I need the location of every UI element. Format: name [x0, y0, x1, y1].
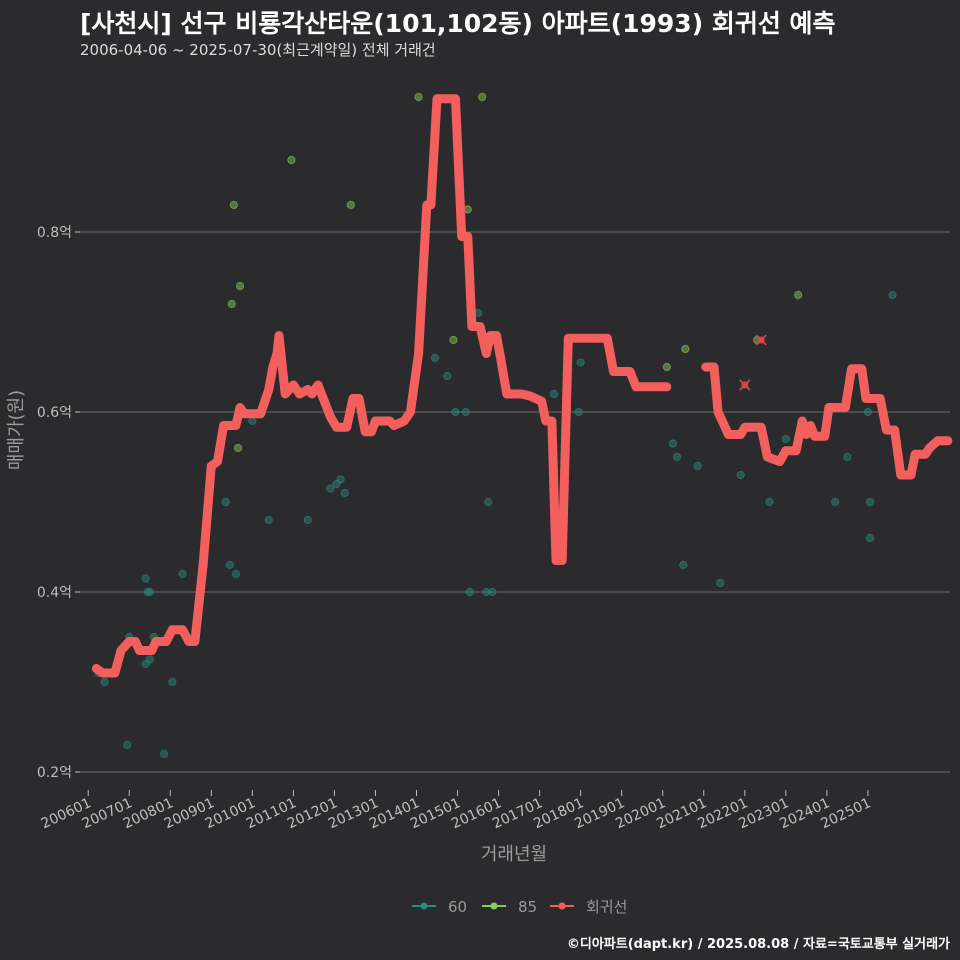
data-point-60	[231, 569, 241, 579]
data-point-60	[843, 452, 852, 462]
data-point-60	[865, 533, 875, 543]
data-point-60	[178, 569, 187, 579]
data-point-60	[679, 560, 688, 570]
outlier-x-mark	[755, 334, 767, 346]
data-point-60	[336, 475, 345, 484]
outlier-x-mark	[739, 379, 751, 391]
y-axis-title: 매매가(원)	[6, 390, 27, 470]
data-point-60	[100, 677, 109, 687]
data-point-60	[465, 587, 474, 597]
data-point-60	[482, 587, 491, 597]
data-point-85	[229, 200, 238, 210]
data-point-60	[303, 515, 312, 525]
data-point-60	[451, 407, 460, 417]
data-point-85	[235, 281, 245, 291]
data-point-60	[830, 497, 840, 507]
legend: 60 85 회귀선	[412, 898, 627, 916]
data-point-85	[449, 335, 458, 345]
chart-subtitle: 2006-04-06 ~ 2025-07-30(최근계약일) 전체 거래건	[80, 41, 436, 59]
data-point-60	[443, 371, 452, 381]
data-point-60	[461, 407, 470, 417]
data-point-60	[693, 461, 702, 471]
data-point-85	[346, 200, 355, 210]
x-axis-ticks: 2006012007012008012009012010012011012012…	[39, 790, 874, 832]
data-point-85	[287, 155, 296, 165]
y-axis-ticks: 0.2억 0.4억 0.6억 0.8억	[37, 225, 80, 781]
data-point-60	[326, 484, 335, 493]
data-point-60	[576, 358, 585, 367]
data-point-60	[145, 655, 154, 664]
data-point-60	[221, 497, 230, 507]
data-point-60	[765, 497, 774, 507]
data-point-85	[233, 443, 243, 453]
data-point-60	[488, 587, 497, 597]
y-tick-label: 0.4억	[37, 585, 72, 601]
data-point-60	[716, 578, 725, 588]
data-point-60	[123, 740, 132, 750]
data-point-60	[574, 407, 583, 417]
data-point-60	[668, 439, 678, 448]
regression-line-path	[91, 94, 672, 678]
data-point-60	[160, 749, 169, 759]
legend-label: 85	[518, 898, 537, 916]
data-points	[94, 92, 897, 759]
legend-swatch-dot	[490, 902, 498, 910]
data-point-85	[414, 92, 423, 102]
outlier-markers	[739, 334, 767, 391]
regression-line-path	[701, 362, 953, 480]
data-point-60	[225, 560, 234, 570]
data-point-60	[340, 488, 349, 498]
data-point-60	[141, 574, 150, 583]
data-point-60	[264, 515, 273, 525]
grid-layer	[80, 231, 950, 773]
data-point-60	[865, 497, 875, 507]
data-point-60	[168, 677, 177, 687]
legend-label: 60	[448, 898, 467, 916]
data-point-85	[794, 290, 803, 300]
data-point-60	[863, 407, 873, 417]
legend-label: 회귀선	[586, 898, 627, 916]
data-point-60	[736, 470, 745, 480]
data-point-60	[143, 587, 152, 597]
data-point-60	[430, 353, 440, 363]
data-point-60	[549, 389, 559, 399]
y-tick-label: 0.2억	[37, 765, 72, 781]
data-point-60	[248, 416, 257, 426]
data-point-60	[484, 497, 493, 507]
legend-swatch-dot	[558, 902, 566, 910]
data-point-60	[888, 290, 897, 300]
footer-credit: ©디아파트(dapt.kr) / 2025.08.08 / 자료=국토교통부 실…	[566, 937, 950, 952]
data-point-60	[672, 452, 682, 462]
x-axis-title: 거래년월	[481, 844, 547, 865]
data-point-85	[227, 299, 236, 309]
chart-title: [사천시] 선구 비룡각산타운(101,102동) 아파트(1993) 회귀선 …	[80, 9, 836, 38]
regression-line	[91, 94, 953, 678]
data-point-85	[662, 362, 671, 372]
legend-swatch-dot	[420, 902, 428, 910]
data-point-60	[781, 434, 790, 444]
y-tick-label: 0.8억	[37, 225, 72, 241]
y-tick-label: 0.6억	[37, 405, 72, 421]
data-point-60	[145, 587, 154, 597]
data-point-85	[463, 205, 472, 214]
data-point-85	[681, 344, 690, 354]
data-point-85	[478, 92, 487, 102]
